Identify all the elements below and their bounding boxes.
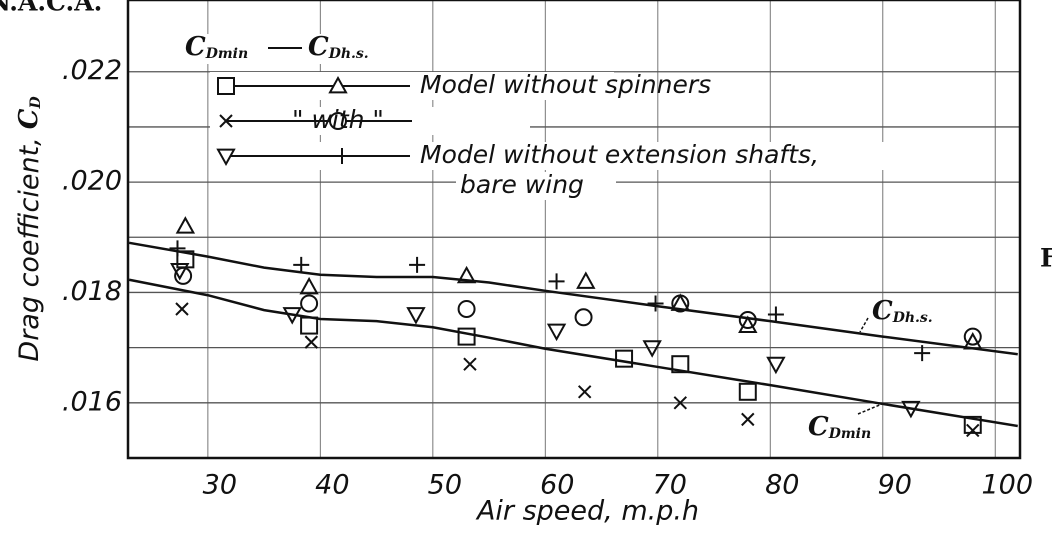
legend-marker: [216, 148, 236, 167]
data-point: [966, 423, 980, 438]
data-point: [300, 294, 319, 313]
legend-label: bare wing: [460, 170, 584, 199]
data-point: [457, 327, 476, 346]
curve-label-symbol: C: [872, 296, 893, 326]
data-point: [457, 300, 476, 319]
data-point: [293, 256, 310, 273]
x-tick-label: 50: [428, 470, 462, 501]
data-point: [175, 302, 189, 316]
data-point: [963, 332, 983, 350]
data-point: [741, 412, 755, 427]
fit-curve: [128, 278, 1018, 428]
data-point: [738, 315, 758, 333]
y-axis-label: Drag coefficient, CD: [14, 96, 45, 362]
data-point: [409, 256, 426, 273]
legend-header-symbol: C: [308, 32, 329, 62]
data-point: [670, 293, 690, 311]
y-tick-label: .020: [62, 166, 122, 197]
data-point: [456, 265, 477, 284]
corner-text: N.A.C.A.: [0, 0, 102, 17]
data-point: [615, 349, 634, 368]
data-point: [406, 307, 426, 325]
legend-header-sub: Dmin: [205, 46, 248, 62]
data-point: [738, 311, 757, 330]
data-point: [463, 357, 477, 371]
curve-label: CDmin: [808, 412, 871, 442]
legend-marker: [219, 114, 233, 128]
data-point: [304, 335, 319, 349]
legend-marker: [328, 75, 348, 94]
y-label-sub: D: [28, 96, 44, 110]
data-point: [169, 240, 186, 257]
data-point: [901, 400, 921, 419]
data-point: [767, 306, 784, 323]
data-point: [963, 415, 982, 434]
legend-bg: [181, 34, 261, 64]
data-point: [577, 385, 592, 399]
legend-label: " with ": [292, 105, 384, 134]
legend-bg: [304, 34, 386, 64]
data-point: [175, 216, 196, 234]
data-point: [174, 266, 193, 285]
legend-marker: [329, 112, 347, 130]
legend-bg: [456, 172, 616, 200]
y-tick-label: .022: [62, 55, 122, 86]
legend-marker: [217, 77, 235, 95]
data-point: [574, 308, 593, 327]
y-label-text: Drag coefficient,: [14, 137, 45, 361]
x-tick-label: 80: [765, 470, 799, 501]
data-point: [671, 355, 690, 374]
curve-arrow: [857, 403, 883, 415]
edge-text: F: [1040, 244, 1052, 273]
curve-label-sub: Dmin: [828, 426, 871, 442]
data-point: [673, 396, 688, 410]
y-label-symbol: C: [14, 108, 44, 129]
x-tick-label: 90: [878, 470, 912, 501]
data-point: [546, 323, 567, 342]
data-point: [642, 340, 662, 358]
y-tick-label: .016: [62, 386, 122, 417]
data-point: [282, 307, 302, 325]
data-point: [299, 276, 319, 295]
x-axis-label: Air speed, m.p.h: [475, 496, 699, 527]
data-point: [738, 382, 757, 401]
legend-header: CDmin: [185, 32, 248, 62]
data-point: [963, 327, 982, 346]
data-point: [300, 316, 319, 335]
x-tick-label: 30: [203, 470, 237, 501]
curve-label-sub: Dh.s.: [892, 310, 933, 326]
data-point: [576, 271, 596, 289]
legend-header: CDh.s.: [308, 32, 369, 62]
curve-label-symbol: C: [808, 412, 829, 442]
x-tick-label: 70: [653, 470, 687, 501]
data-point: [766, 356, 786, 375]
legend-marker: [334, 148, 350, 164]
y-tick-label: .018: [62, 276, 122, 307]
data-point: [170, 262, 190, 281]
legend-header-symbol: C: [185, 32, 206, 62]
plot-frame: [126, 0, 1022, 460]
x-tick-label: 60: [540, 470, 574, 501]
data-point: [647, 295, 664, 312]
legend-label: Model without spinners: [420, 70, 711, 99]
data-point: [914, 345, 931, 362]
data-point: [548, 273, 565, 290]
x-tick-label: 100: [981, 470, 1033, 501]
curve-arrow: [859, 317, 869, 333]
legend-header-sub: Dh.s.: [328, 46, 369, 62]
x-tick-label: 40: [315, 470, 349, 501]
data-point: [671, 294, 690, 313]
legend-label: Model without extension shafts,: [420, 140, 819, 169]
curve-label: CDh.s.: [872, 296, 933, 326]
